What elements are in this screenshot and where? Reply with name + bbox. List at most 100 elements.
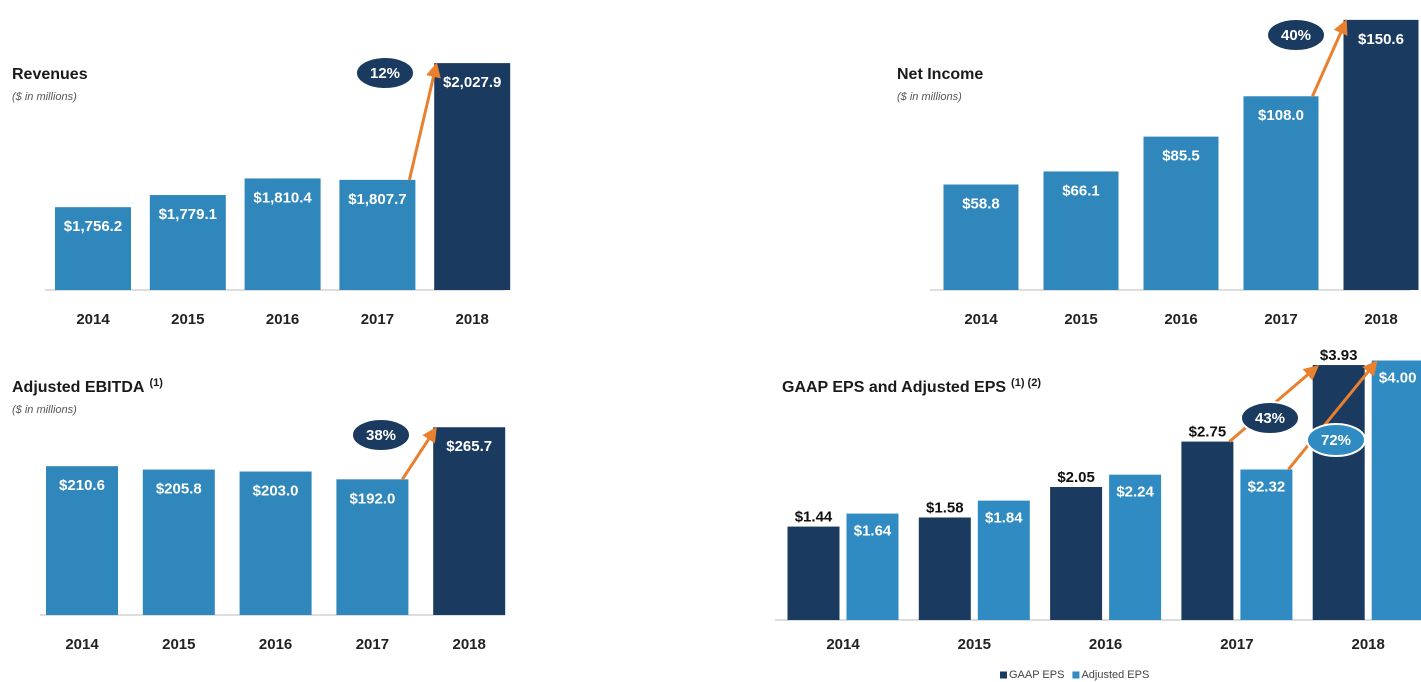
bar (55, 207, 131, 290)
value-label: $1.44 (795, 509, 833, 526)
title-text: Revenues (12, 66, 88, 83)
title-text: Adjusted EBITDA (12, 379, 145, 396)
bar (433, 427, 506, 615)
value-label: $2.24 (1116, 484, 1154, 501)
growth-badge (355, 56, 415, 90)
x-tick-label: 2015 (171, 311, 204, 328)
value-label: $4.00 (1379, 369, 1417, 386)
bar (1240, 469, 1293, 620)
value-label: $205.8 (156, 481, 202, 498)
x-tick-label: 2014 (964, 311, 998, 328)
bar (336, 479, 409, 615)
growth-label: 38% (366, 427, 396, 444)
growth-badge (1306, 423, 1366, 457)
value-label: $1.58 (926, 499, 964, 516)
value-label: $85.5 (1162, 148, 1200, 165)
x-tick-label: 2015 (162, 636, 195, 653)
value-label: $2.75 (1189, 424, 1227, 441)
bar (846, 513, 899, 620)
value-label: $1,810.4 (253, 189, 312, 206)
x-tick-label: 2016 (1089, 636, 1122, 653)
x-tick-label: 2014 (65, 636, 99, 653)
bar (977, 500, 1030, 620)
title-text: Net Income (897, 66, 983, 83)
bar (142, 469, 215, 615)
x-tick-label: 2016 (266, 311, 299, 328)
bar (1043, 171, 1119, 290)
bar (1050, 487, 1103, 620)
value-label: $2,027.9 (443, 74, 501, 91)
x-tick-label: 2017 (356, 636, 389, 653)
x-tick-label: 2016 (259, 636, 292, 653)
growth-badge (351, 418, 411, 452)
x-tick-label: 2015 (1064, 311, 1097, 328)
value-label: $210.6 (59, 477, 105, 494)
bar (943, 184, 1019, 290)
bar (46, 466, 118, 615)
bar (244, 178, 321, 290)
bar (149, 195, 226, 290)
bar (1181, 441, 1234, 620)
chart-title: Revenues (12, 66, 88, 83)
x-tick-label: 2016 (1164, 311, 1197, 328)
growth-label: 40% (1281, 27, 1311, 44)
value-label: $108.0 (1258, 107, 1304, 124)
legend-swatch (1072, 671, 1080, 679)
value-label: $150.6 (1358, 31, 1404, 48)
title-note: (1) (149, 377, 163, 389)
title-text: GAAP EPS and Adjusted EPS (782, 379, 1006, 396)
subtitle: ($ in millions) (897, 91, 962, 103)
bar (1243, 96, 1319, 291)
x-tick-label: 2017 (361, 311, 394, 328)
chart-title: Adjusted EBITDA (1) (12, 377, 163, 396)
bar (787, 526, 840, 620)
value-label: $1.84 (985, 510, 1023, 527)
x-tick-label: 2018 (453, 636, 486, 653)
x-tick-label: 2018 (456, 311, 489, 328)
bar (1371, 360, 1421, 620)
value-label: $1,807.7 (348, 191, 406, 208)
value-label: $1.64 (854, 523, 892, 540)
bar (1312, 365, 1365, 620)
x-tick-label: 2014 (826, 636, 860, 653)
bar (1109, 474, 1162, 620)
bar (918, 517, 971, 620)
growth-label: 43% (1255, 410, 1285, 427)
value-label: $203.0 (253, 483, 299, 500)
x-tick-label: 2014 (76, 311, 110, 328)
growth-arrow (407, 62, 441, 181)
bar (1143, 136, 1219, 290)
legend-label: Adjusted EPS (1081, 669, 1149, 681)
bar (1343, 19, 1419, 291)
bar (339, 179, 416, 290)
growth-badge (1266, 18, 1326, 52)
value-label: $3.93 (1320, 347, 1358, 364)
value-label: $192.0 (349, 490, 395, 507)
growth-label: 72% (1321, 432, 1351, 449)
growth-badge (1240, 401, 1300, 435)
value-label: $1,756.2 (64, 218, 122, 235)
bar (239, 471, 312, 615)
chart-title: GAAP EPS and Adjusted EPS (1) (2) (782, 377, 1041, 396)
value-label: $58.8 (962, 195, 1000, 212)
value-label: $2.05 (1057, 469, 1095, 486)
subtitle: ($ in millions) (12, 91, 77, 103)
title-note: (1) (2) (1011, 377, 1041, 389)
bar (434, 63, 511, 290)
value-label: $2.32 (1248, 478, 1286, 495)
x-tick-label: 2018 (1352, 636, 1385, 653)
legend-swatch (1000, 671, 1007, 679)
x-tick-label: 2015 (958, 636, 991, 653)
x-tick-label: 2017 (1264, 311, 1297, 328)
value-label: $1,779.1 (159, 206, 217, 223)
growth-arrow (1311, 19, 1348, 97)
x-tick-label: 2017 (1220, 636, 1253, 653)
value-label: $265.7 (446, 438, 492, 455)
growth-label: 12% (370, 65, 400, 82)
value-label: $66.1 (1062, 182, 1100, 199)
subtitle: ($ in millions) (12, 404, 77, 416)
x-tick-label: 2018 (1364, 311, 1397, 328)
growth-arrow (1287, 360, 1378, 471)
chart-title: Net Income (897, 66, 983, 83)
